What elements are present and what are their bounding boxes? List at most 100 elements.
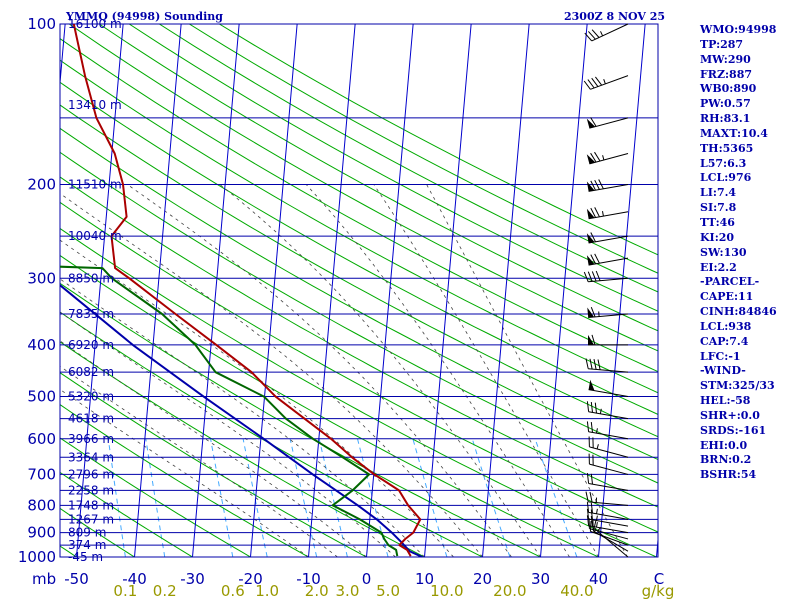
isotherm--40 bbox=[134, 24, 182, 557]
isotherm-10 bbox=[424, 24, 472, 557]
stat-30: BSHR:54 bbox=[700, 468, 757, 482]
height-label-18: -45 m bbox=[68, 550, 103, 564]
moist-adiabat-40 bbox=[373, 184, 599, 557]
mixing-ratio-label-5: 3.0 bbox=[336, 582, 360, 600]
stat-22: LFC:-1 bbox=[700, 349, 741, 363]
wind-barb-800 bbox=[585, 491, 629, 506]
stat-20: LCL:938 bbox=[700, 319, 752, 333]
wind-barb-150 bbox=[586, 117, 629, 129]
isotherm-0 bbox=[366, 24, 414, 557]
sounding-profiles bbox=[60, 24, 423, 557]
pressure-label-500: 500 bbox=[27, 388, 56, 406]
station-title: YMMQ (94998) Sounding bbox=[65, 10, 223, 23]
temp-unit-label: C bbox=[654, 570, 664, 588]
wind-barbs bbox=[583, 23, 629, 558]
wind-barb-750 bbox=[586, 473, 629, 491]
pressure-label-200: 200 bbox=[27, 175, 56, 193]
mixing-ratio-label-6: 5.0 bbox=[376, 582, 400, 600]
stat-4: WB0:890 bbox=[700, 82, 757, 96]
wind-barb-700 bbox=[588, 453, 629, 475]
stat-14: KI:20 bbox=[700, 230, 735, 244]
stat-0: WMO:94998 bbox=[700, 23, 777, 36]
pressure-label-600: 600 bbox=[27, 430, 56, 448]
height-label-10: 3966 m bbox=[68, 432, 114, 446]
mixing-ratio-label-1: 0.2 bbox=[153, 582, 177, 600]
stat-1: TP:287 bbox=[700, 37, 744, 51]
temp-label--40: -40 bbox=[122, 570, 147, 588]
stat-15: SW:130 bbox=[700, 245, 747, 259]
pressure-label-1000: 1000 bbox=[18, 548, 56, 566]
wind-barb-350 bbox=[587, 307, 629, 318]
mixing-ratio-unit-label: g/kg bbox=[642, 582, 675, 600]
wind-barb-925 bbox=[588, 518, 629, 540]
height-label-16: 809 m bbox=[68, 526, 106, 540]
mixing-ratio-label-9: 40.0 bbox=[560, 582, 593, 600]
stat-9: L57:6.3 bbox=[700, 156, 747, 170]
pressure-label-900: 900 bbox=[27, 524, 56, 542]
temperature-line bbox=[72, 24, 422, 557]
wind-barb-175 bbox=[586, 151, 629, 165]
wind-barb-225 bbox=[586, 207, 629, 220]
temp-label--50: -50 bbox=[64, 570, 89, 588]
temp-label-20: 20 bbox=[473, 570, 492, 588]
stat-13: TT:46 bbox=[700, 215, 735, 229]
wind-barb-850 bbox=[586, 502, 629, 520]
stat-25: HEL:-58 bbox=[700, 394, 751, 408]
stat-26: SHR+:0.0 bbox=[700, 408, 760, 422]
parcel-trace bbox=[60, 283, 423, 557]
stat-5: PW:0.57 bbox=[700, 97, 751, 111]
height-label-0: 16100 m bbox=[68, 17, 122, 31]
stat-29: BRN:0.2 bbox=[700, 453, 752, 467]
wind-barb-550 bbox=[586, 401, 629, 420]
stat-27: SRDS:-161 bbox=[700, 423, 767, 437]
stat-7: MAXT:10.4 bbox=[700, 126, 768, 140]
mixing-ratio-label-2: 0.6 bbox=[221, 582, 245, 600]
height-label-17: 374 m bbox=[68, 538, 106, 552]
dewpoint-line bbox=[60, 265, 399, 557]
height-label-8: 5320 m bbox=[68, 390, 114, 404]
wind-barb-650 bbox=[588, 436, 629, 458]
height-label-7: 6082 m bbox=[68, 365, 114, 379]
plot-frame bbox=[59, 23, 659, 558]
stat-18: CAPE:11 bbox=[700, 290, 754, 304]
stat-19: CINH:84846 bbox=[700, 305, 777, 319]
height-label-13: 2258 m bbox=[68, 483, 114, 497]
temp-label--20: -20 bbox=[238, 570, 263, 588]
wind-barb-450 bbox=[585, 358, 629, 373]
wind-barb-100 bbox=[584, 23, 629, 42]
isotherm--30 bbox=[192, 24, 240, 557]
wind-barb-600 bbox=[586, 421, 629, 440]
mixing-ratio-label-3: 1.0 bbox=[255, 582, 279, 600]
pressure-label-800: 800 bbox=[27, 496, 56, 514]
stat-10: LCL:976 bbox=[700, 171, 752, 185]
temp-label-10: 10 bbox=[415, 570, 434, 588]
stat-16: EI:2.2 bbox=[700, 260, 737, 274]
stat-6: RH:83.1 bbox=[700, 112, 751, 126]
temp-label--30: -30 bbox=[180, 570, 205, 588]
height-label-2: 11510 m bbox=[68, 177, 122, 191]
stat-3: FRZ:887 bbox=[700, 67, 753, 81]
temp-label--10: -10 bbox=[296, 570, 321, 588]
wind-barb-500 bbox=[588, 379, 629, 398]
wind-barb-125 bbox=[583, 75, 629, 90]
height-label-9: 4618 m bbox=[68, 412, 114, 426]
height-label-14: 1748 m bbox=[68, 498, 114, 512]
pressure-label-700: 700 bbox=[27, 465, 56, 483]
height-label-12: 2796 m bbox=[68, 467, 114, 481]
isotherm--20 bbox=[250, 24, 298, 557]
stat-2: MW:290 bbox=[700, 52, 751, 66]
wind-barb-900 bbox=[586, 515, 629, 534]
temp-label-0: 0 bbox=[362, 570, 372, 588]
wind-barb-400 bbox=[587, 334, 629, 346]
mixing-ratio-label-8: 20.0 bbox=[493, 582, 526, 600]
isotherm-30 bbox=[540, 24, 588, 557]
wind-barb-875 bbox=[586, 508, 629, 527]
wind-barb-300 bbox=[583, 270, 629, 283]
height-label-1: 13410 m bbox=[68, 98, 122, 112]
isotherm-20 bbox=[482, 24, 530, 557]
isotherms bbox=[60, 24, 658, 557]
mixing-ratio-label-7: 10.0 bbox=[430, 582, 463, 600]
